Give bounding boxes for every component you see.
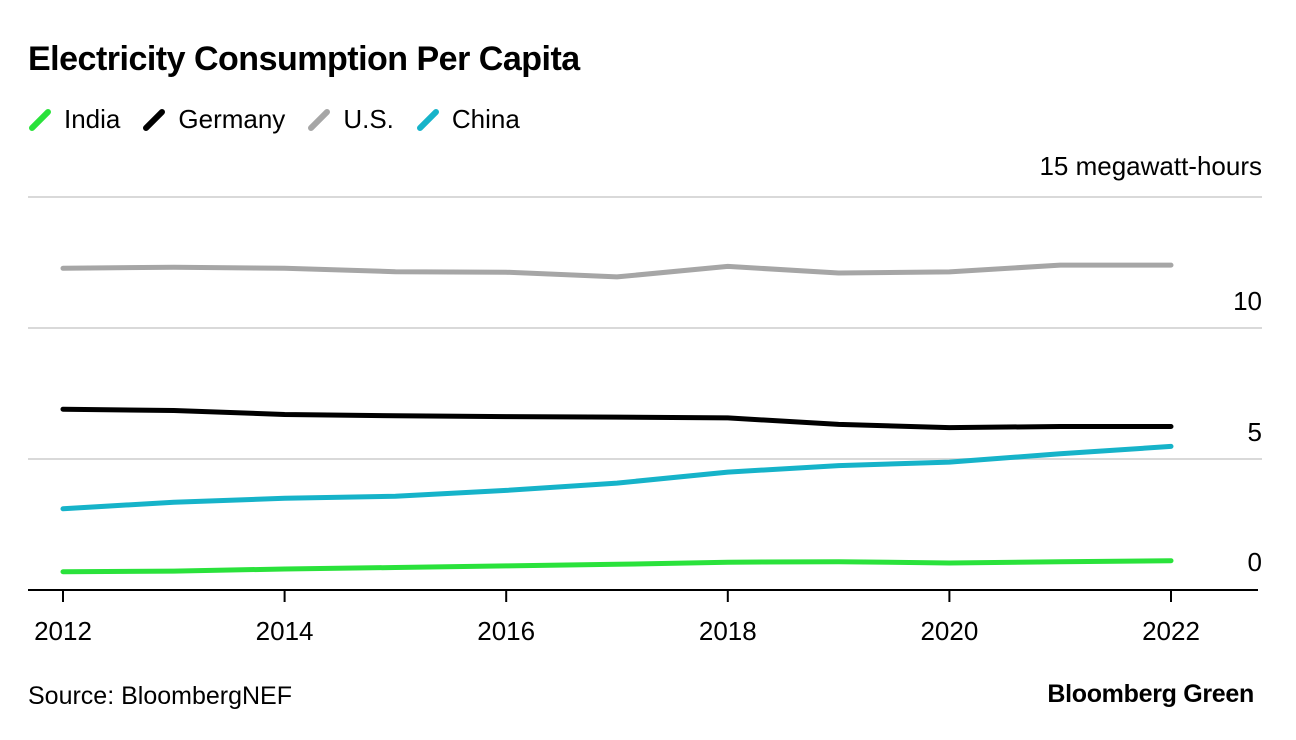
y-tick-label-10: 10 (1233, 286, 1262, 316)
legend-label-us: U.S. (343, 104, 394, 134)
chart-title: Electricity Consumption Per Capita (28, 40, 580, 78)
legend-swatch-us (307, 108, 331, 132)
legend-item-china: China (416, 104, 520, 135)
legend-swatch-germany (142, 108, 166, 132)
legend-item-germany: Germany (142, 104, 285, 135)
legend: India Germany U.S. China (28, 104, 542, 135)
series-line-us (60, 262, 1174, 280)
legend-swatch-india (28, 108, 52, 132)
series-line-germany (60, 406, 1174, 431)
x-tick-label-2022: 2022 (1142, 616, 1200, 646)
source-note: Source: BloombergNEF (28, 682, 293, 710)
legend-label-india: India (64, 104, 121, 134)
series-line-india (60, 558, 1174, 575)
y-tick-label-0: 0 (1248, 547, 1262, 577)
x-tick-label-2016: 2016 (477, 616, 535, 646)
legend-label-germany: Germany (178, 104, 286, 134)
x-tick-label-2018: 2018 (699, 616, 757, 646)
y-axis-unit-label: 15 megawatt-hours (1039, 151, 1262, 181)
y-tick-label-5: 5 (1248, 417, 1262, 447)
legend-label-china: China (451, 104, 520, 134)
series-line-china (60, 443, 1174, 512)
x-tick-label-2014: 2014 (256, 616, 314, 646)
x-tick-label-2012: 2012 (34, 616, 92, 646)
x-tick-label-2020: 2020 (920, 616, 978, 646)
legend-swatch-china (416, 108, 440, 132)
brand-logo: Bloomberg Green (1047, 680, 1254, 708)
legend-item-india: India (28, 104, 120, 135)
legend-item-us: U.S. (307, 104, 394, 135)
